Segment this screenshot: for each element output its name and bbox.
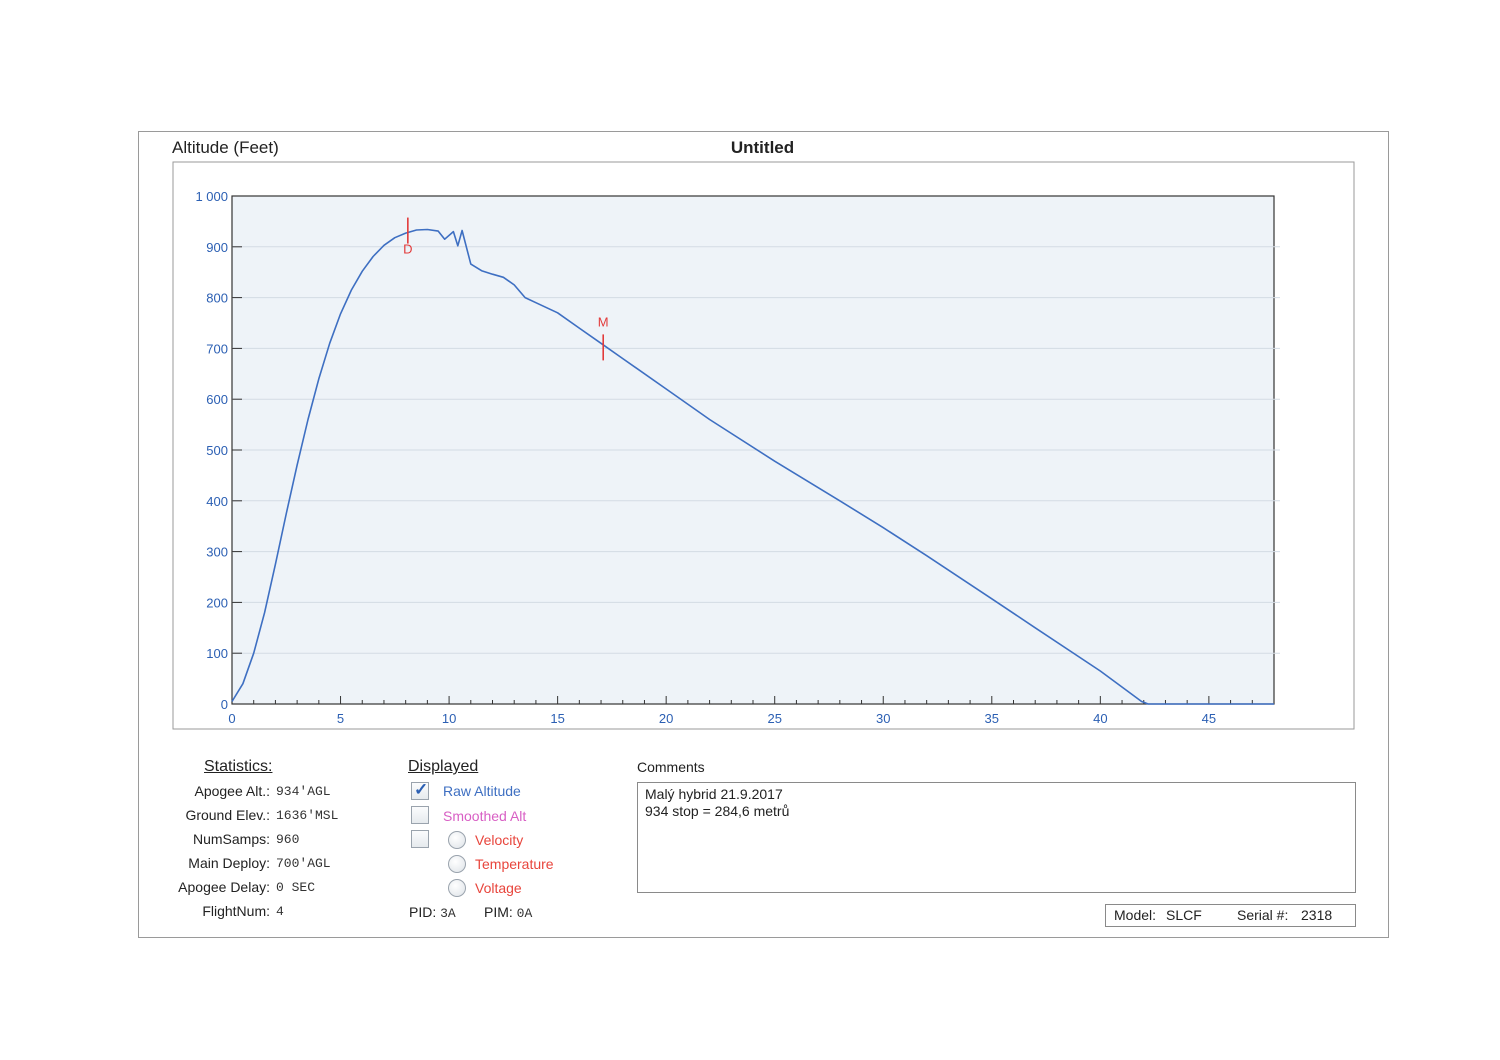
stat-value: 960: [276, 832, 300, 847]
comments-textarea[interactable]: Malý hybrid 21.9.2017 934 stop = 284,6 m…: [637, 782, 1356, 893]
x-tick-label: 20: [659, 711, 673, 726]
stat-label: Main Deploy:: [188, 855, 270, 871]
stat-value: 934'AGL: [276, 784, 331, 799]
smoothed-alt-checkbox[interactable]: [411, 806, 429, 824]
x-tick-label: 15: [550, 711, 564, 726]
y-axis-title: Altitude (Feet): [172, 138, 279, 157]
temperature-label: Temperature: [475, 856, 554, 872]
y-tick-label: 900: [206, 240, 228, 255]
stat-label: NumSamps:: [192, 831, 270, 847]
series-line-raw-altitude: [231, 228, 1274, 705]
velocity-radio[interactable]: [448, 831, 466, 849]
statistics-heading: Statistics:: [204, 758, 273, 775]
derived-series-checkbox[interactable]: [411, 830, 429, 848]
pid-field: PID: 3A: [409, 904, 456, 921]
model-label: Model:: [1114, 907, 1157, 923]
stat-label: Apogee Alt.:: [194, 783, 270, 799]
stat-label: FlightNum:: [202, 903, 270, 919]
x-tick-label: 40: [1093, 711, 1107, 726]
pid-value: 3A: [440, 906, 456, 921]
voltage-radio[interactable]: [448, 879, 466, 897]
model-value: SLCF: [1166, 907, 1202, 923]
x-tick-label: 35: [985, 711, 999, 726]
pid-label: PID:: [409, 904, 437, 920]
comments-heading: Comments: [637, 759, 705, 775]
raw-altitude-checkbox[interactable]: ✓: [411, 780, 429, 800]
stat-value: 1636'MSL: [276, 808, 339, 823]
y-tick-label: 400: [206, 494, 228, 509]
y-tick-label: 100: [206, 646, 228, 661]
velocity-label: Velocity: [475, 832, 524, 848]
x-tick-label: 10: [442, 711, 456, 726]
checkmark-icon: ✓: [414, 780, 429, 799]
voltage-label: Voltage: [475, 880, 522, 896]
stat-label: Apogee Delay:: [178, 879, 270, 895]
smoothed-alt-label: Smoothed Alt: [443, 808, 527, 824]
chart-title: Untitled: [730, 138, 795, 157]
temperature-radio[interactable]: [448, 855, 466, 873]
stat-label: Ground Elev.:: [185, 807, 270, 823]
comment-line-1: Malý hybrid 21.9.2017: [645, 786, 783, 802]
pim-field: PIM: 0A: [484, 904, 532, 921]
event-marker-label: M: [598, 314, 609, 329]
x-tick-label: 45: [1202, 711, 1216, 726]
y-tick-label: 200: [206, 595, 228, 610]
y-tick-label: 1 000: [195, 189, 228, 204]
stat-value: 4: [276, 904, 284, 919]
y-tick-label: 600: [206, 392, 228, 407]
x-tick-label: 30: [876, 711, 890, 726]
x-tick-label: 25: [767, 711, 781, 726]
y-tick-label: 800: [206, 291, 228, 306]
event-marker-label: D: [403, 242, 412, 257]
x-tick-label: 5: [337, 711, 344, 726]
stat-value: 0 SEC: [276, 880, 316, 895]
pim-label: PIM:: [484, 904, 513, 920]
raw-altitude-label: Raw Altitude: [443, 783, 521, 799]
comment-line-2: 934 stop = 284,6 metrů: [645, 803, 790, 819]
y-tick-label: 700: [206, 341, 228, 356]
pim-value: 0A: [516, 906, 533, 921]
stat-value: 700'AGL: [276, 856, 331, 871]
serial-value: 2318: [1301, 907, 1333, 923]
y-tick-label: 300: [206, 545, 228, 560]
x-tick-label: 0: [228, 711, 235, 726]
displayed-heading: Displayed: [408, 758, 479, 775]
serial-label: Serial #:: [1237, 907, 1289, 923]
y-tick-label: 0: [221, 697, 228, 712]
y-tick-label: 500: [206, 443, 228, 458]
device-info-box: Model: SLCF Serial #: 2318: [1105, 904, 1356, 927]
